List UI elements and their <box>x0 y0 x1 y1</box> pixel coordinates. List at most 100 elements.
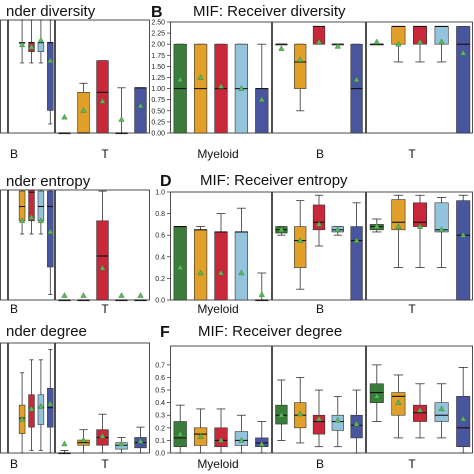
panel-b-g2-s4-mean-marker <box>460 49 467 56</box>
panel-a-g2-s3-mean-marker <box>118 116 125 122</box>
panel-f-g0-s2-mean-marker <box>217 437 225 443</box>
panel-c: nder entropy B T <box>0 173 150 316</box>
panel-d-g0-s2-mean-marker <box>217 269 225 276</box>
panel-c-g2-s2-box <box>96 220 109 301</box>
panel-e-frame-0 <box>0 342 8 454</box>
panel-d-group-label-t: T <box>408 302 416 316</box>
panel-b-g1-s4-mean-marker <box>353 76 360 82</box>
panel-d-group-label-b: B <box>316 302 324 316</box>
panel-c-g2-s2-mean-marker <box>99 264 106 271</box>
panel-e-g2-s3-mean-marker <box>118 440 125 447</box>
panel-b-ytick-label-3: 0.75 <box>151 97 165 104</box>
panel-d-g1-s3-mean-marker <box>334 226 341 233</box>
panel-f: F MIF: Receiver degree 0.00.10.20.30.40.… <box>155 323 473 471</box>
panel-a-g2-s1-mean-marker <box>80 106 87 113</box>
panel-d-letter: D <box>160 173 172 190</box>
panel-f-ytick-label-1: 0.1 <box>155 438 165 445</box>
panel-c-group-label-t: T <box>101 302 109 316</box>
panel-d-g2-s3-mean-marker <box>438 226 445 233</box>
panel-f-g1-s2-mean-marker <box>315 415 323 422</box>
panel-a-g2-s1-box <box>77 92 90 134</box>
panel-e-g1-s2-mean-marker <box>28 405 35 412</box>
panel-e-plot <box>0 342 150 455</box>
panel-c-group-label-b: B <box>10 302 18 316</box>
panel-d-g2-s2-mean-marker <box>416 223 424 229</box>
panel-d-g1-s2-mean-marker <box>315 220 323 227</box>
panel-c-g1-s1-mean-marker <box>18 217 26 224</box>
panel-d-ytick-label-2: 0.4 <box>155 254 165 261</box>
panel-f-frame-1 <box>272 345 366 454</box>
panel-f-g2-s2-mean-marker <box>416 406 424 413</box>
panel-d-g0-s1-mean-marker <box>197 269 204 276</box>
panel-e-g2-s4-mean-marker <box>137 437 144 444</box>
panel-f-group-label-b: B <box>316 457 324 471</box>
panel-f-g2-s4-mean-marker <box>460 415 467 422</box>
panel-e-group-label-b: B <box>10 457 18 471</box>
panel-a-frame-0 <box>0 19 8 134</box>
panel-b-g2-s2-mean-marker <box>416 38 424 45</box>
panel-a-g1-s4-box <box>47 42 54 111</box>
panel-a: nder diversity B T <box>0 3 150 161</box>
panel-e-g2-s0-mean-marker <box>61 440 68 447</box>
panel-d-g0-s2-box <box>214 231 228 301</box>
panel-c-title: nder entropy <box>6 173 91 190</box>
panel-d-g0-s0-mean-marker <box>177 264 184 270</box>
panel-a-g2-s2-box <box>96 60 109 134</box>
panel-b-ytick-label-4: 1.00 <box>151 86 165 93</box>
panel-b-g0-s0-mean-marker <box>177 76 184 82</box>
panel-b-g1-s1-mean-marker <box>297 56 304 62</box>
panel-a-g1-s3-mean-marker <box>37 36 45 43</box>
panel-e-g1-s1-mean-marker <box>18 415 26 422</box>
panel-b-letter: B <box>151 4 163 21</box>
panel-f-g1-s2-box <box>312 414 326 435</box>
panel-e-group-label-t: T <box>101 457 109 471</box>
panel-c-g1-s3-mean-marker <box>37 217 45 224</box>
panel-f-ytick-label-6: 0.6 <box>155 375 165 382</box>
panel-f-ytick-label-5: 0.5 <box>155 388 165 395</box>
panel-b-g0-s2-mean-marker <box>217 82 225 89</box>
panel-d-g0-s0-box <box>173 226 187 301</box>
panel-d-g2-s4-mean-marker <box>460 231 467 238</box>
panel-f-g1-s1-mean-marker <box>297 410 304 417</box>
panel-f-group-label-myeloid: Myeloid <box>197 457 238 471</box>
panel-b-ytick-label-8: 2.00 <box>151 42 165 49</box>
panel-d-g2-s1-mean-marker <box>395 223 402 229</box>
panel-f-plot: 0.0 0.1 0.2 0.3 0.4 0.5 0.6 0.7 <box>155 345 473 458</box>
panel-d-plot: 0.0 0.2 0.4 0.6 0.8 1.0 <box>155 190 473 305</box>
panel-b-group-label-myeloid: Myeloid <box>197 147 238 161</box>
panel-a-g2-s4-box <box>134 87 147 134</box>
panel-c-g2-s3-mean-marker <box>118 292 125 298</box>
panel-b-g0-s3-mean-marker <box>238 85 245 91</box>
panel-f-group-label-t: T <box>408 457 416 471</box>
panel-b-plot: 0.00 0.25 0.50 0.75 1.00 1.25 1.50 1.75 2.00 2.25… <box>151 20 473 138</box>
panel-d-g1-s4-mean-marker <box>353 237 360 243</box>
panel-b-group-label-b: B <box>316 147 324 161</box>
panel-a-group-label-t: T <box>101 147 109 161</box>
panel-b-g1-s2-mean-marker <box>315 38 323 45</box>
panel-f-ytick-label-7: 0.7 <box>155 362 165 369</box>
panel-f-g0-s1-mean-marker <box>197 433 204 439</box>
panel-f-g0-s0-mean-marker <box>177 430 184 437</box>
panel-b-frame-2 <box>366 21 473 134</box>
panel-b-ytick-label-5: 1.25 <box>151 75 165 82</box>
panel-b-g0-s1-mean-marker <box>197 74 204 80</box>
panel-c-g1-s4-mean-marker <box>47 228 54 235</box>
panel-d-g1-s1-mean-marker <box>297 237 304 243</box>
panel-d-g0-s3-mean-marker <box>238 269 245 276</box>
panel-a-g2-s2-mean-marker <box>99 97 106 104</box>
panel-d-g0-s4-mean-marker <box>258 291 265 297</box>
panel-d-g1-s4-box <box>350 226 363 301</box>
panel-d-ytick-label-4: 0.8 <box>155 211 165 218</box>
panel-c-frame-0 <box>0 189 8 301</box>
panel-c-g2-s1-mean-marker <box>80 292 87 298</box>
panel-d-g0-s1-box <box>193 229 208 301</box>
panel-a-group-label-b: B <box>10 147 18 161</box>
panel-b-g2-s3-mean-marker <box>438 38 445 45</box>
panel-d-frame-2 <box>366 191 473 301</box>
panel-b-g1-s1-box <box>294 43 307 89</box>
panel-f-g1-s0-mean-marker <box>278 411 285 418</box>
panel-f-ytick-label-0: 0.0 <box>155 451 165 458</box>
panel-d-g0-s3-box <box>234 231 249 301</box>
panel-e-g2-s2-mean-marker <box>99 432 106 439</box>
